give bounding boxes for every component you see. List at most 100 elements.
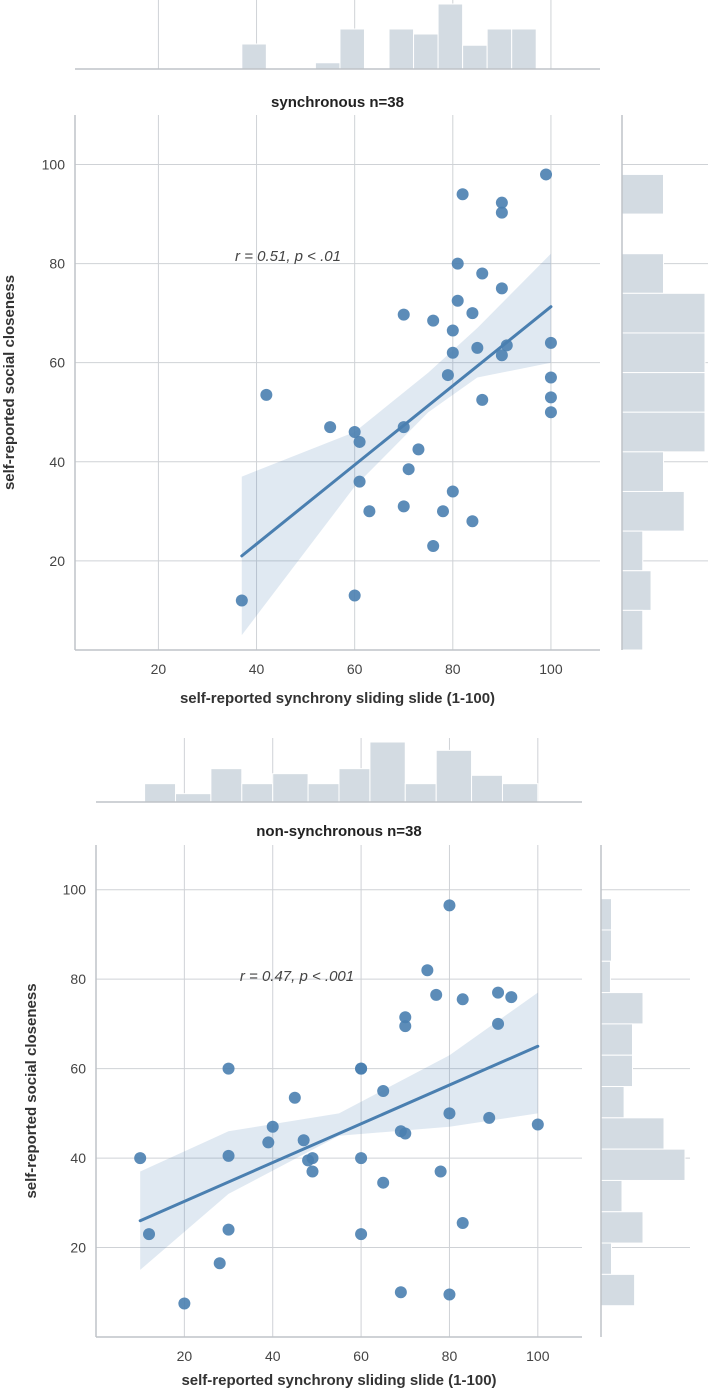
side-hist-bar	[621, 411, 706, 453]
side-hist-bar	[600, 992, 644, 1025]
data-point	[544, 371, 557, 384]
top-hist-bar	[144, 783, 177, 803]
data-point	[483, 1111, 496, 1124]
data-point	[348, 426, 361, 439]
side-marginal-histogram	[621, 115, 708, 651]
side-hist-bar	[600, 1054, 633, 1088]
y-tick-label: 80	[49, 256, 65, 272]
data-point	[399, 1127, 412, 1140]
top-hist-bar	[462, 44, 488, 70]
data-point	[443, 1288, 456, 1301]
data-point	[222, 1149, 235, 1162]
top-hist-bar	[339, 28, 365, 70]
data-point	[544, 336, 557, 349]
regression-line	[138, 1044, 540, 1223]
x-tick-label: 60	[353, 1348, 369, 1364]
top-hist-bar	[175, 793, 212, 803]
data-point	[540, 168, 553, 181]
x-tick-label: 40	[249, 661, 265, 677]
top-hist-bar	[307, 783, 340, 803]
side-hist-bar	[600, 960, 611, 994]
data-point	[434, 1165, 447, 1178]
x-tick-label: 100	[526, 1348, 550, 1364]
top-hist-bar	[435, 749, 473, 803]
y-tick-label: 100	[63, 882, 87, 898]
y-tick-label: 40	[49, 454, 65, 470]
side-hist-bar	[621, 372, 706, 413]
data-point	[430, 988, 443, 1001]
top-hist-bar	[511, 28, 537, 70]
data-point	[306, 1165, 319, 1178]
data-point	[446, 346, 459, 359]
y-tick-label: 20	[70, 1240, 86, 1256]
chart-title: synchronous n=38	[271, 94, 404, 111]
data-point	[443, 899, 456, 912]
x-tick-label: 80	[442, 1348, 458, 1364]
top-hist-bar	[241, 43, 267, 70]
data-point	[495, 349, 508, 362]
data-point	[446, 485, 459, 498]
data-point	[476, 267, 489, 280]
top-hist-bar	[241, 783, 274, 803]
data-point	[495, 206, 508, 219]
data-point	[235, 594, 248, 607]
side-hist-bar	[600, 1086, 625, 1119]
x-tick-label: 80	[445, 661, 461, 677]
side-hist-bar	[600, 1117, 665, 1150]
x-axis-label: self-reported synchrony sliding slide (1…	[180, 690, 495, 707]
side-hist-bar	[600, 1242, 612, 1275]
data-point	[466, 307, 479, 320]
confidence-band	[140, 992, 538, 1270]
data-point	[456, 188, 469, 201]
chart-title: non-synchronous n=38	[256, 823, 421, 840]
data-point	[213, 1257, 226, 1270]
x-tick-label: 100	[539, 661, 563, 677]
data-point	[427, 539, 440, 552]
subplot-synchronous: 20 40 60 80 100 20 40 60 80 100 synchronous n=38 se…	[1, 0, 708, 707]
data-point	[363, 505, 376, 518]
data-point	[466, 515, 479, 528]
data-point	[353, 435, 366, 448]
x-tick-label: 20	[151, 661, 167, 677]
y-tick-label: 60	[70, 1061, 86, 1077]
data-point	[262, 1136, 275, 1149]
x-tick-label: 60	[347, 661, 363, 677]
data-point	[456, 993, 469, 1006]
top-hist-bar	[369, 741, 406, 803]
data-point	[451, 294, 464, 307]
data-point	[427, 314, 440, 327]
data-point	[441, 369, 454, 382]
y-axis-label: self-reported social closeness	[1, 275, 18, 490]
data-point	[324, 421, 337, 434]
data-point	[421, 964, 434, 977]
x-tick-label: 20	[177, 1348, 193, 1364]
data-point	[178, 1297, 191, 1310]
side-marginal-histogram	[600, 845, 690, 1337]
data-point	[436, 505, 449, 518]
x-axis-label: self-reported synchrony sliding slide (1…	[181, 1372, 496, 1389]
data-point	[297, 1134, 310, 1147]
y-tick-label: 20	[49, 553, 65, 569]
side-hist-bar	[621, 570, 652, 611]
side-hist-bar	[600, 929, 612, 962]
y-axis-label: self-reported social closeness	[23, 983, 40, 1198]
data-point	[355, 1228, 368, 1241]
data-point	[288, 1091, 301, 1104]
top-marginal-histogram	[75, 0, 600, 70]
side-hist-bar	[600, 1023, 633, 1056]
side-hist-bar	[600, 1211, 644, 1244]
data-point	[505, 991, 518, 1004]
y-tick-label: 80	[70, 971, 86, 987]
data-point	[412, 443, 425, 456]
top-hist-bar	[338, 768, 371, 803]
data-point	[544, 391, 557, 404]
data-point	[394, 1286, 407, 1299]
correlation-annotation: r = 0.47, p < .001	[240, 968, 354, 985]
side-hist-bar	[621, 173, 664, 215]
data-point	[451, 257, 464, 270]
y-tick-label: 40	[70, 1150, 86, 1166]
top-hist-bar	[437, 3, 464, 70]
subplot-non-synchronous: 20 40 60 80 100 20 40 60 80 100 non-synchronous n=…	[23, 738, 690, 1389]
top-hist-bar	[388, 28, 415, 70]
data-point	[544, 406, 557, 419]
